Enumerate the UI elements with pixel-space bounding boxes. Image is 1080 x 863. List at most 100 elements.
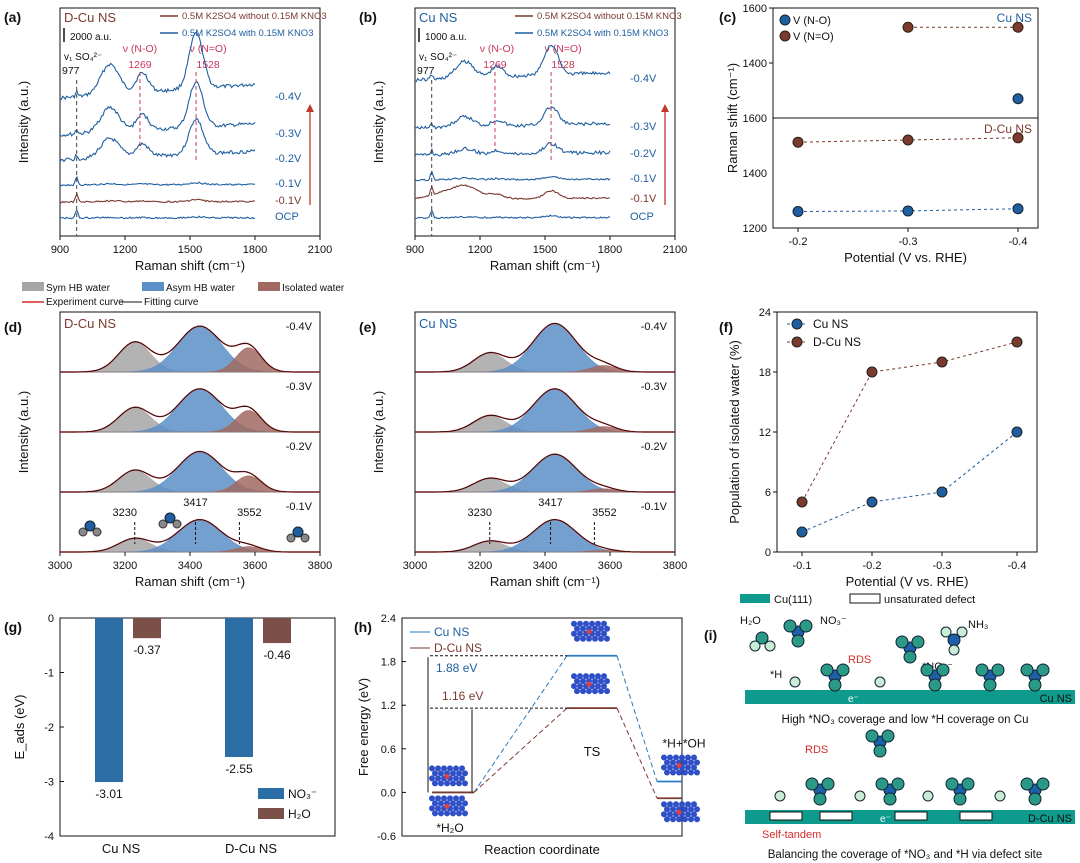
y-tick-label: 1400: [743, 58, 767, 70]
potential-label: -0.3V: [641, 381, 668, 393]
cluster-atom: [694, 806, 700, 813]
no3-molecule-icon: [991, 663, 1005, 677]
cluster-atom: [679, 754, 685, 761]
water-molecule-icon: [78, 527, 88, 537]
cluster-atom: [604, 625, 610, 632]
bar: [95, 618, 123, 783]
y-tick-label: 6: [765, 487, 771, 499]
legend-item: Isolated water: [282, 283, 345, 294]
data-point: [1012, 132, 1024, 144]
water-molecule-icon: [172, 519, 182, 529]
no3-molecule-icon: [820, 663, 834, 677]
cluster-atom: [682, 759, 688, 766]
cluster-atom: [456, 780, 462, 787]
legend-item: H₂O: [288, 807, 311, 821]
legend-swatch: [258, 282, 280, 291]
data-point: [866, 366, 878, 378]
no3-molecule-icon: [920, 663, 934, 677]
y-tick-label: -3: [44, 777, 54, 789]
peak-label: ν (N-O): [123, 43, 157, 55]
potential-label: -0.1V: [630, 193, 657, 205]
scale-bar-label: 2000 a.u.: [70, 32, 112, 43]
cluster-atom: [670, 769, 676, 776]
legend-item: 0.5M K2SO4 with 0.15M KNO3: [537, 28, 668, 39]
cluster-atom: [685, 764, 691, 771]
cluster-atom: [438, 810, 444, 817]
legend-item: Cu NS: [434, 625, 469, 639]
cluster-atom: [462, 800, 468, 807]
data-point: [792, 206, 804, 217]
y-tick-label: 1600: [743, 3, 767, 15]
y-tick-label: 1200: [743, 223, 767, 235]
cluster-atom: [676, 769, 682, 776]
defect-site: [894, 811, 928, 821]
data-point: [1012, 203, 1024, 215]
cluster-atom: [586, 629, 592, 635]
cluster-atom: [583, 673, 589, 680]
connector: [473, 707, 568, 793]
series-line: [801, 431, 1018, 533]
no3-molecule-icon: [953, 792, 967, 806]
y-tick-label: 0: [765, 547, 771, 559]
no3-molecule-icon: [945, 777, 959, 791]
cluster-atom: [574, 678, 580, 685]
legend-item: V (N=O): [793, 31, 834, 43]
cluster-atom: [592, 688, 598, 695]
y-tick-label: 0.6: [381, 744, 396, 756]
cluster-atom: [456, 770, 462, 777]
cluster-atom: [592, 678, 598, 685]
potential-label: -0.2V: [275, 153, 302, 165]
panel-letter: (i): [704, 627, 717, 643]
cluster-atom: [453, 765, 459, 772]
no3-molecule-icon: [828, 678, 842, 692]
x-tick-label: 3200: [113, 560, 137, 572]
potential-label: -0.2V: [641, 441, 668, 453]
data-point: [866, 496, 878, 508]
y-axis-label: Intensity (a.u.): [371, 81, 386, 163]
cluster-atom: [447, 765, 453, 772]
cluster-atom: [691, 764, 697, 771]
legend-item: Cu(111): [774, 594, 812, 606]
cluster-atom: [577, 630, 583, 637]
value-label: -2.55: [225, 762, 253, 776]
cluster-atom: [432, 770, 438, 777]
x-tick-label: 3400: [533, 560, 557, 572]
axis-frame: [401, 617, 683, 837]
spectrum-line: [59, 80, 256, 137]
cluster-atom: [601, 620, 607, 627]
cluster-atom: [577, 620, 583, 627]
y-tick-label: 0.0: [381, 787, 396, 799]
potential-label: -0.2V: [286, 441, 313, 453]
h-atom-icon: [749, 640, 761, 652]
h-atom-icon: [948, 644, 960, 656]
rds-label: RDS: [805, 744, 828, 756]
panel-a: (a) D-Cu NS 0.5M K2SO4 without 0.15M KNO3 0…: [4, 7, 332, 273]
y-axis-label: Intensity (a.u.): [371, 391, 386, 473]
legend-item: Fitting curve: [144, 297, 199, 308]
peak-position: 1528: [551, 59, 575, 71]
cluster-atom: [598, 678, 604, 685]
cluster-atom: [664, 769, 670, 776]
potential-label: -0.2V: [630, 148, 657, 160]
x-tick-label: 3200: [468, 560, 492, 572]
data-point: [902, 205, 914, 217]
cluster-atom: [667, 764, 673, 771]
spectrum-line: [414, 209, 610, 220]
potential-label: OCP: [630, 211, 654, 223]
spectrum-line: [415, 105, 611, 130]
cluster-atom: [682, 806, 688, 813]
cluster-atom: [685, 801, 691, 808]
fitting-curve: [60, 451, 320, 493]
fit-component: [415, 519, 675, 553]
value-label: -3.01: [95, 787, 123, 801]
legend-swatch: [740, 594, 770, 603]
cluster-atom: [694, 816, 700, 823]
h-atom-icon: [922, 790, 934, 802]
cluster-atom: [459, 775, 465, 782]
sample-label: D-Cu NS: [64, 10, 116, 25]
no3-molecule-icon: [836, 663, 850, 677]
water-molecule-icon: [292, 526, 304, 538]
species-label: NO₃⁻: [820, 615, 847, 627]
potential-label: -0.4V: [641, 321, 668, 333]
legend-item: Cu NS: [813, 317, 848, 331]
